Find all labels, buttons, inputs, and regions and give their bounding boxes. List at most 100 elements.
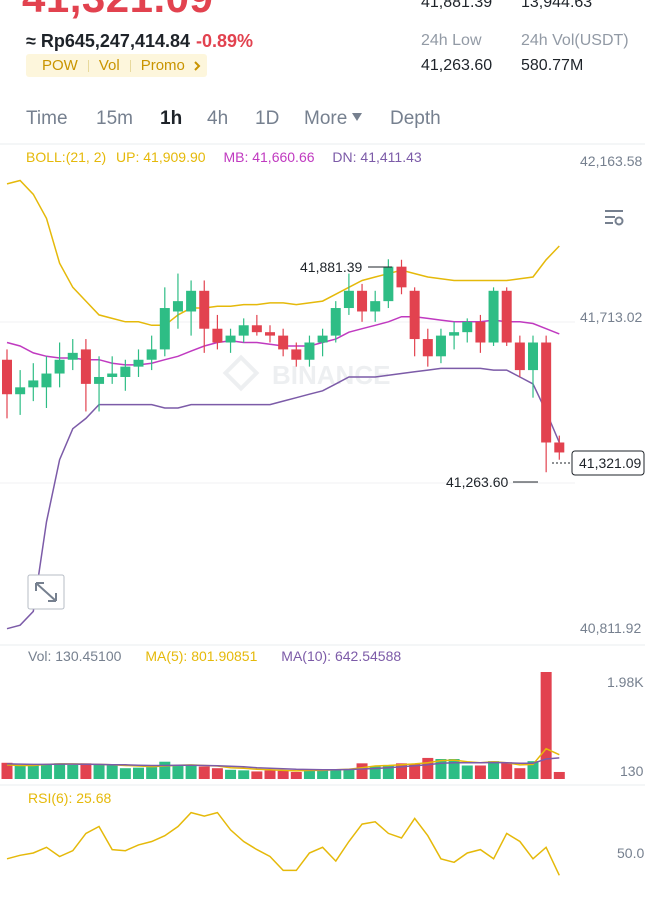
volume-ma5-value: MA(5): 801.90851 xyxy=(145,648,258,664)
expand-chart-icon[interactable] xyxy=(27,574,65,610)
candle-body xyxy=(343,290,354,309)
candle-body xyxy=(304,342,315,360)
high-24h-value: 41,881.39 xyxy=(421,0,493,11)
fiat-value: ≈ Rp645,247,414.84 xyxy=(26,31,190,51)
boll-up-value: UP: 41,909.90 xyxy=(116,149,206,165)
candle-body xyxy=(15,387,26,395)
candle-body xyxy=(278,335,289,350)
volume-bar xyxy=(119,768,131,779)
volume-bar xyxy=(501,762,513,779)
price-change-percent: -0.89% xyxy=(196,31,254,51)
tag-vol[interactable]: Vol xyxy=(98,57,120,74)
tag-divider xyxy=(87,59,89,72)
tab-4h[interactable]: 4h xyxy=(207,108,229,129)
candle-body xyxy=(396,266,407,288)
volume-bar xyxy=(27,764,39,779)
candle-body xyxy=(238,325,249,336)
tab-1h[interactable]: 1h xyxy=(160,108,183,129)
volume-bar xyxy=(159,761,171,779)
candle-body xyxy=(28,380,39,388)
rsi-series xyxy=(6,811,560,876)
volume-bar xyxy=(514,768,526,779)
candle-body xyxy=(488,290,499,343)
candle-body xyxy=(120,366,131,377)
volume-bar xyxy=(238,770,250,779)
volume-bar xyxy=(14,764,26,779)
tag-strip[interactable]: POW Vol Promo xyxy=(26,54,207,77)
tab-depth[interactable]: Depth xyxy=(390,108,441,129)
candle-body xyxy=(41,373,52,388)
low-24h-value: 41,263.60 xyxy=(421,57,493,74)
tag-pow[interactable]: POW xyxy=(42,57,78,74)
chevron-right-icon[interactable] xyxy=(193,60,201,72)
tab-more[interactable]: More xyxy=(304,108,363,130)
high-annotation: 41,881.39 xyxy=(300,259,362,275)
candle-body xyxy=(146,349,157,360)
candle-body xyxy=(54,359,65,374)
candle-body xyxy=(186,290,197,312)
volume-bar xyxy=(1,762,13,779)
volume-bar xyxy=(225,769,237,779)
volume-bar xyxy=(185,764,197,779)
volume-usdt-label: 24h Vol(USDT) xyxy=(521,32,629,49)
candle-body xyxy=(251,325,262,333)
volume-bar xyxy=(396,763,407,779)
chart-area[interactable]: BINANCE 41,881.39 41,263.60 41,321.09 42… xyxy=(0,140,645,901)
candle-body xyxy=(80,349,91,384)
rsi-tick: 50.0 xyxy=(617,845,644,861)
candle-body xyxy=(554,442,565,453)
volume-bar xyxy=(264,770,276,779)
tab-more-label: More xyxy=(304,108,348,129)
price-tick-mid: 41,713.02 xyxy=(580,309,642,325)
kline-chart[interactable]: BINANCE 41,881.39 41,263.60 41,321.09 42… xyxy=(0,140,645,901)
candle-body xyxy=(94,376,105,384)
volume-tick-bottom: 130 xyxy=(620,763,644,779)
candle-body xyxy=(330,308,341,336)
candle-body xyxy=(475,321,486,343)
volume-ma10-line xyxy=(6,757,560,771)
volume-btc-value: 13,944.63 xyxy=(521,0,593,11)
volume-ma10-value: MA(10): 642.54588 xyxy=(281,648,402,664)
boll-label: BOLL:(21, 2) xyxy=(26,149,107,165)
volume-bar xyxy=(303,769,315,779)
caret-down-icon xyxy=(352,113,363,121)
volume-bar xyxy=(422,757,434,779)
tag-divider xyxy=(129,59,131,72)
volume-bar xyxy=(146,767,158,779)
volume-bar xyxy=(54,763,66,779)
current-price-box xyxy=(571,450,645,476)
volume-bar xyxy=(369,766,381,779)
volume-bar xyxy=(527,761,539,779)
volume-bar xyxy=(133,767,144,779)
volume-bar xyxy=(80,763,92,779)
tab-time[interactable]: Time xyxy=(26,108,68,129)
volume-usdt-value: 580.77M xyxy=(521,57,584,74)
chart-settings-icon[interactable] xyxy=(603,208,625,228)
tag-promo[interactable]: Promo xyxy=(140,57,185,74)
price-tick-bottom: 40,811.92 xyxy=(580,620,641,636)
candle-body xyxy=(225,335,236,343)
rsi-legend: RSI(6): 25.68 xyxy=(28,790,112,806)
volume-bar xyxy=(435,759,447,779)
candle-body xyxy=(159,308,170,350)
volume-bar xyxy=(211,768,223,779)
candle-body xyxy=(409,290,420,340)
volume-legend: Vol: 130.45100 MA(5): 801.90851 MA(10): … xyxy=(28,648,401,664)
boll-lower-line xyxy=(6,367,560,630)
candle-body xyxy=(501,290,512,343)
candle-body xyxy=(2,359,12,395)
tab-1d[interactable]: 1D xyxy=(255,108,280,129)
last-price: 41,321.09 xyxy=(22,0,213,22)
timeframe-tabs: Time 15m 1h 4h 1D More Depth xyxy=(0,100,645,226)
candle-body xyxy=(541,342,552,443)
volume-bar xyxy=(317,770,329,779)
binance-watermark: BINANCE xyxy=(222,354,390,392)
candle-body xyxy=(370,301,381,312)
volume-bar xyxy=(356,763,368,779)
tab-15m[interactable]: 15m xyxy=(96,108,133,129)
volume-bar xyxy=(382,764,394,779)
fiat-conversion: ≈ Rp645,247,414.84 -0.89% xyxy=(26,31,253,52)
volume-bar xyxy=(461,765,473,779)
candle-body xyxy=(462,321,473,333)
candle-body xyxy=(422,339,433,357)
